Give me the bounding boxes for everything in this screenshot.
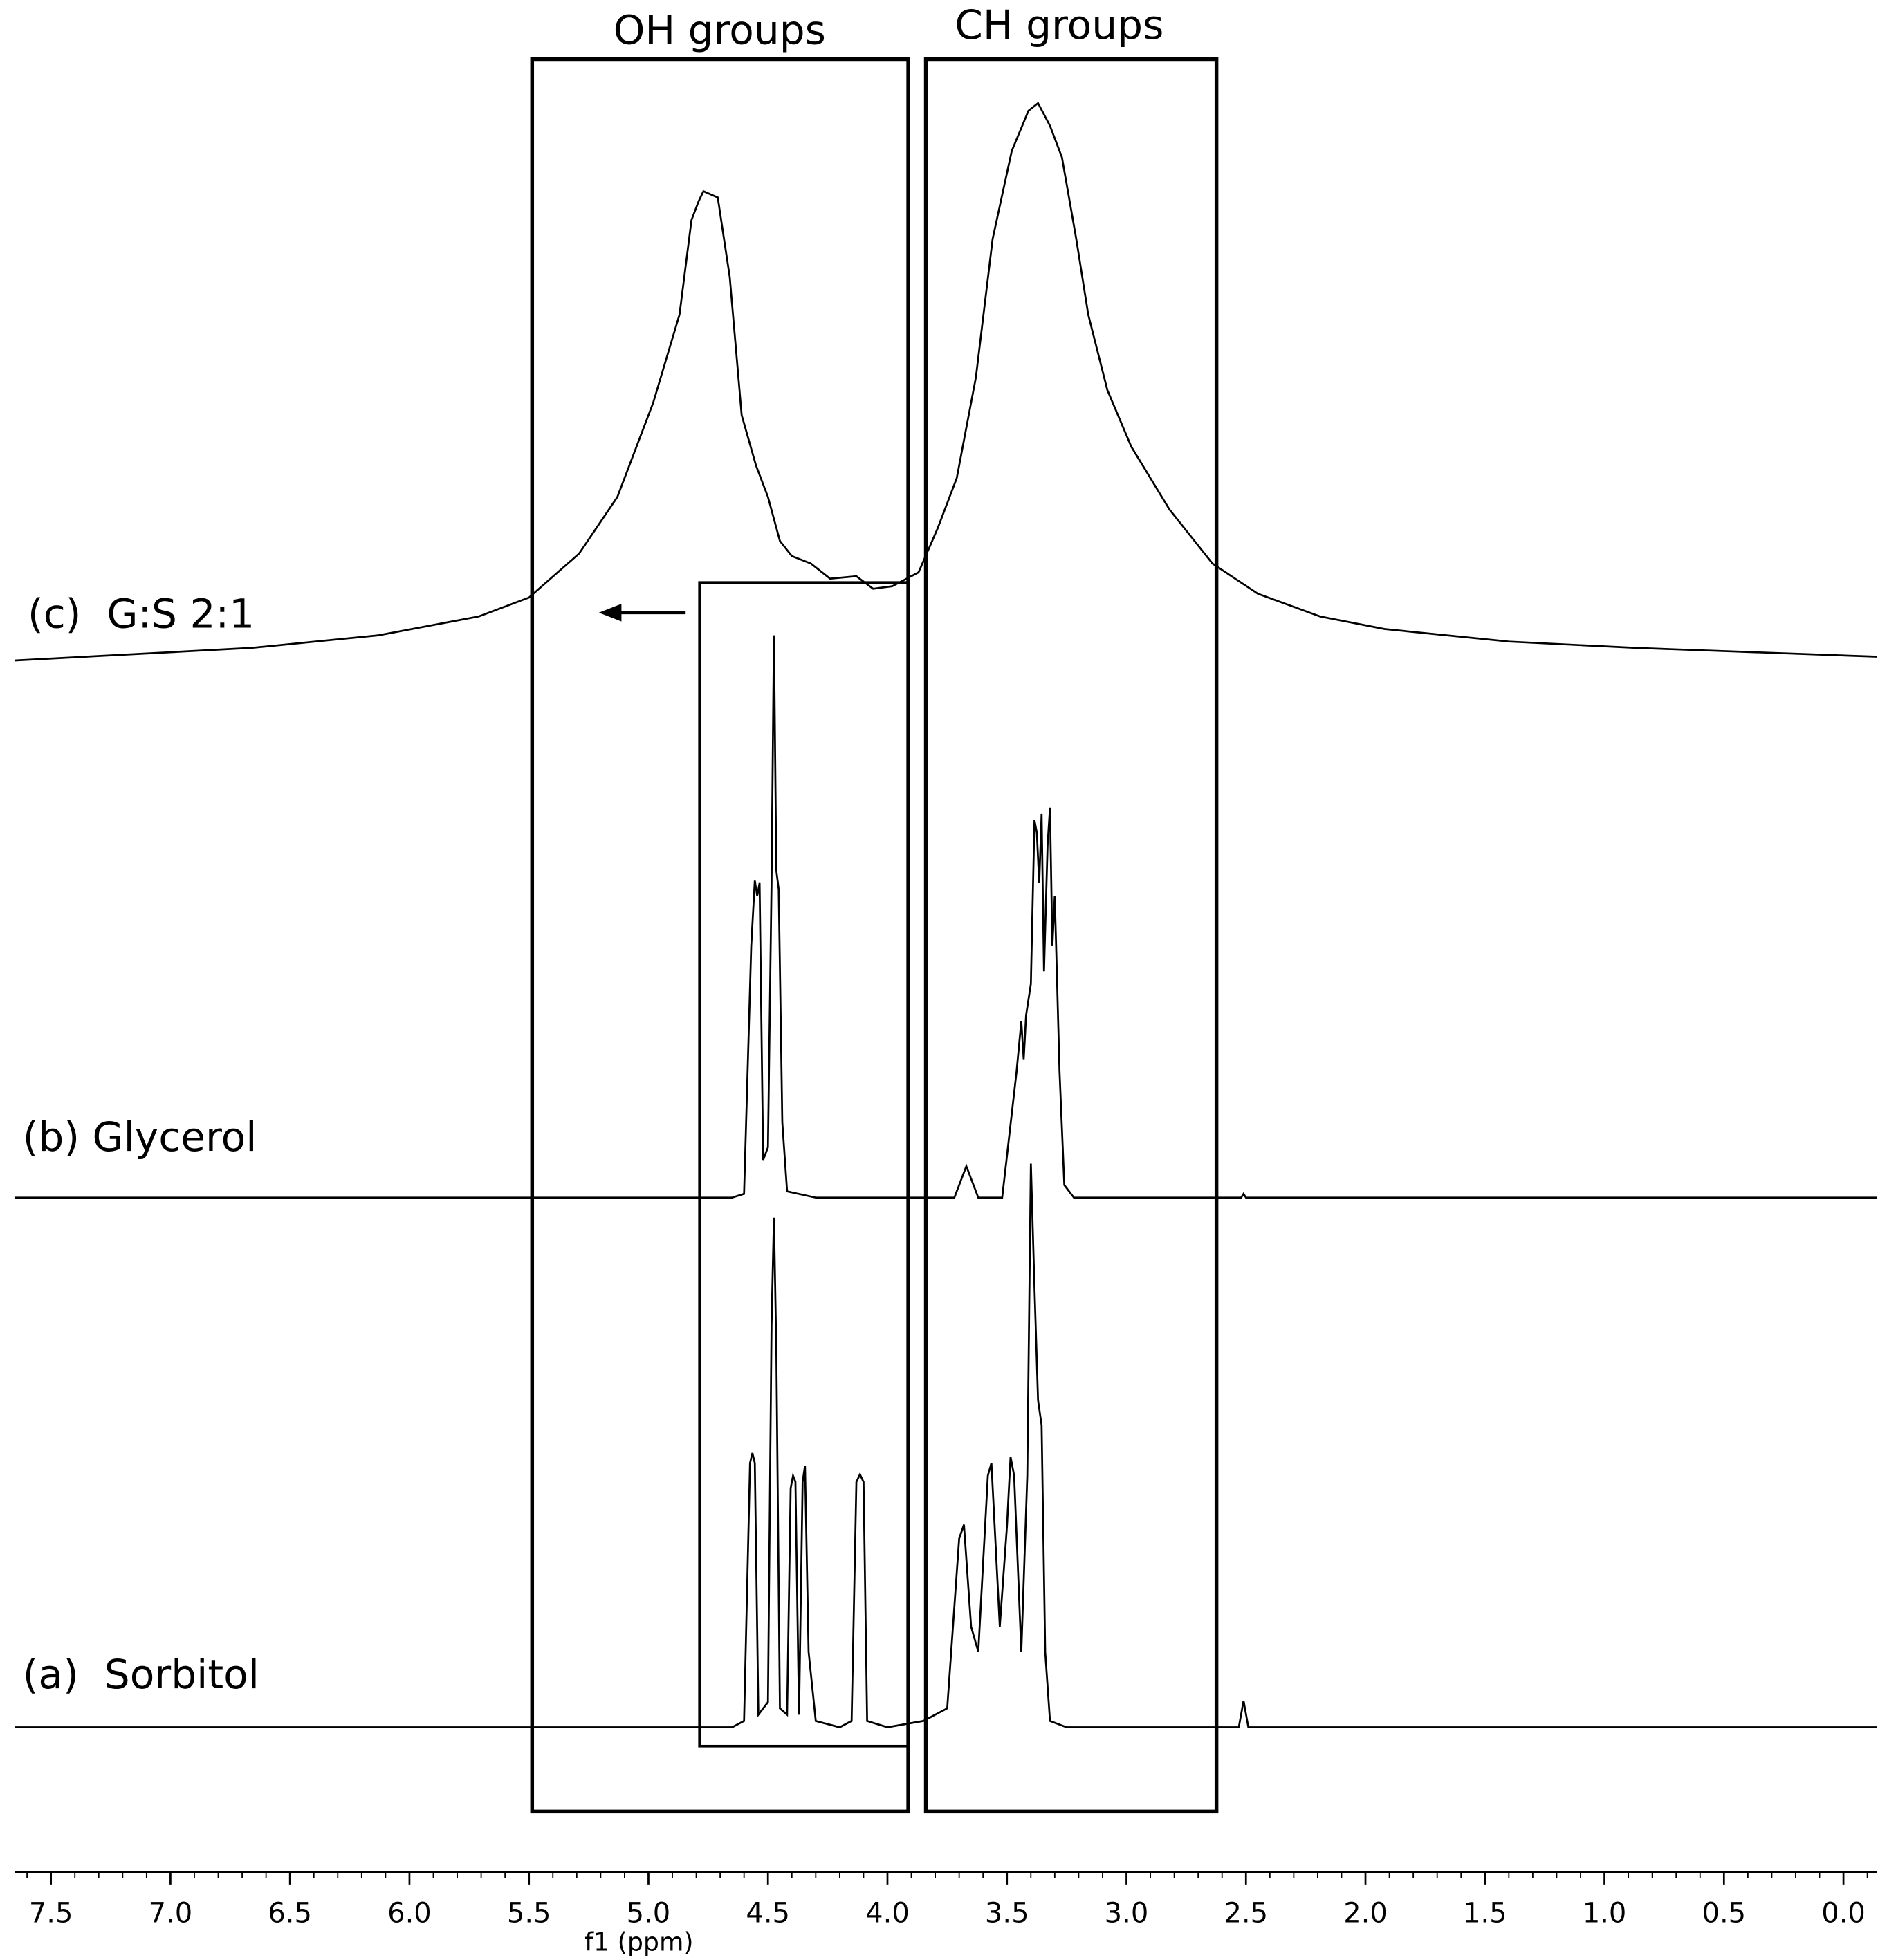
trace-label: (a) Sorbitol (23, 1651, 259, 1698)
x-tick-label: 0.0 (1821, 1898, 1866, 1930)
x-tick-label: 7.5 (29, 1898, 73, 1930)
trace-label: (c) G:S 2:1 (28, 590, 255, 637)
oh-box (530, 57, 910, 1814)
x-tick-label: 3.5 (985, 1898, 1029, 1930)
spectrum-line (15, 1163, 1877, 1728)
x-tick-label: 0.5 (1702, 1898, 1747, 1930)
annotation: OH groups (614, 6, 826, 53)
x-tick-label: 4.5 (746, 1898, 790, 1930)
x-tick-label: 5.5 (507, 1898, 551, 1930)
x-tick-label: 4.0 (865, 1898, 910, 1930)
trace-label: (b) Glycerol (23, 1113, 257, 1161)
spectrum-line (15, 102, 1877, 662)
x-tick-label: 1.0 (1583, 1898, 1627, 1930)
annotation: CH groups (955, 1, 1163, 48)
x-tick-label: 7.0 (149, 1898, 193, 1930)
spectrum-line (15, 635, 1877, 1199)
ch-box (923, 57, 1219, 1814)
x-tick-label: 2.0 (1343, 1898, 1388, 1930)
x-tick-label: 5.0 (627, 1898, 671, 1930)
x-axis-label: f1 (ppm) (584, 1927, 693, 1957)
x-tick-label: 1.5 (1463, 1898, 1507, 1930)
arrow-head (598, 604, 622, 622)
shift-box (698, 581, 910, 1748)
x-tick-label: 6.5 (268, 1898, 312, 1930)
x-tick-label: 6.0 (387, 1898, 432, 1930)
x-tick-label: 3.0 (1105, 1898, 1149, 1930)
x-tick-label: 2.5 (1224, 1898, 1268, 1930)
